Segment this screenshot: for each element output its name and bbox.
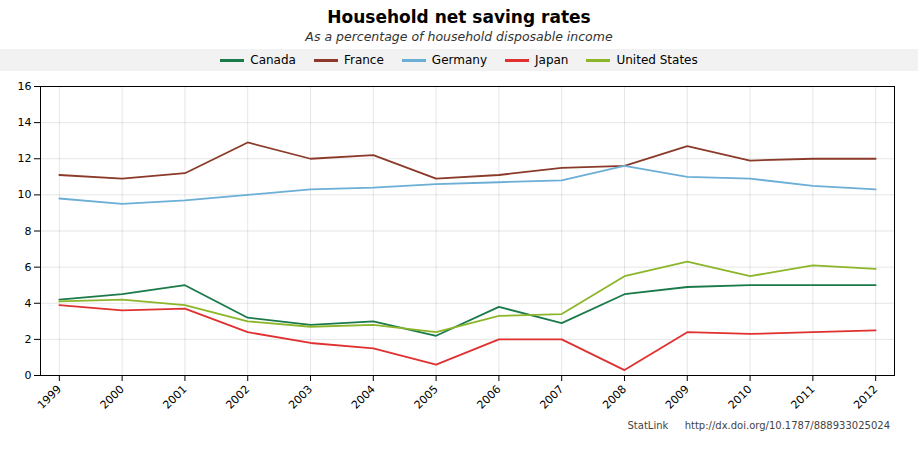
html-text:As a percentage of household d: As a percentage of household disposable … bbox=[305, 29, 613, 44]
svg-text:2008: 2008 bbox=[600, 383, 629, 412]
svg-text:12: 12 bbox=[18, 152, 32, 165]
svg-text:2007: 2007 bbox=[537, 383, 566, 412]
svg-text:2003: 2003 bbox=[286, 383, 315, 412]
svg-text:1999: 1999 bbox=[35, 383, 64, 412]
svg-text:2: 2 bbox=[25, 333, 32, 346]
svg-text:2005: 2005 bbox=[412, 383, 441, 412]
html-text:France: France bbox=[343, 53, 384, 67]
html-text:Canada: Canada bbox=[250, 53, 296, 67]
svg-text:2000: 2000 bbox=[98, 383, 127, 412]
svg-text:2012: 2012 bbox=[851, 383, 880, 412]
html-text:StatLink http://dx.doi.org/10.: StatLink http://dx.doi.org/10.1787/88893… bbox=[627, 420, 890, 431]
svg-text:2001: 2001 bbox=[161, 383, 190, 412]
svg-text:6: 6 bbox=[25, 261, 32, 274]
svg-text:2010: 2010 bbox=[726, 383, 755, 412]
svg-text:4: 4 bbox=[25, 297, 32, 310]
html-text:Japan: Japan bbox=[535, 53, 569, 67]
svg-text:14: 14 bbox=[18, 116, 32, 129]
svg-text:8: 8 bbox=[25, 225, 32, 238]
html-text:Household net saving rates: Household net saving rates bbox=[327, 7, 591, 27]
svg-text:10: 10 bbox=[18, 188, 32, 201]
html-text:Germany: Germany bbox=[431, 53, 487, 67]
svg-text:16: 16 bbox=[18, 80, 32, 93]
svg-text:2009: 2009 bbox=[663, 383, 692, 412]
svg-text:2006: 2006 bbox=[475, 383, 504, 412]
svg-text:2002: 2002 bbox=[223, 383, 252, 412]
html-text:United States: United States bbox=[616, 53, 698, 67]
svg-text:0: 0 bbox=[25, 369, 32, 382]
svg-text:2011: 2011 bbox=[788, 383, 817, 412]
svg-text:2004: 2004 bbox=[349, 383, 378, 412]
